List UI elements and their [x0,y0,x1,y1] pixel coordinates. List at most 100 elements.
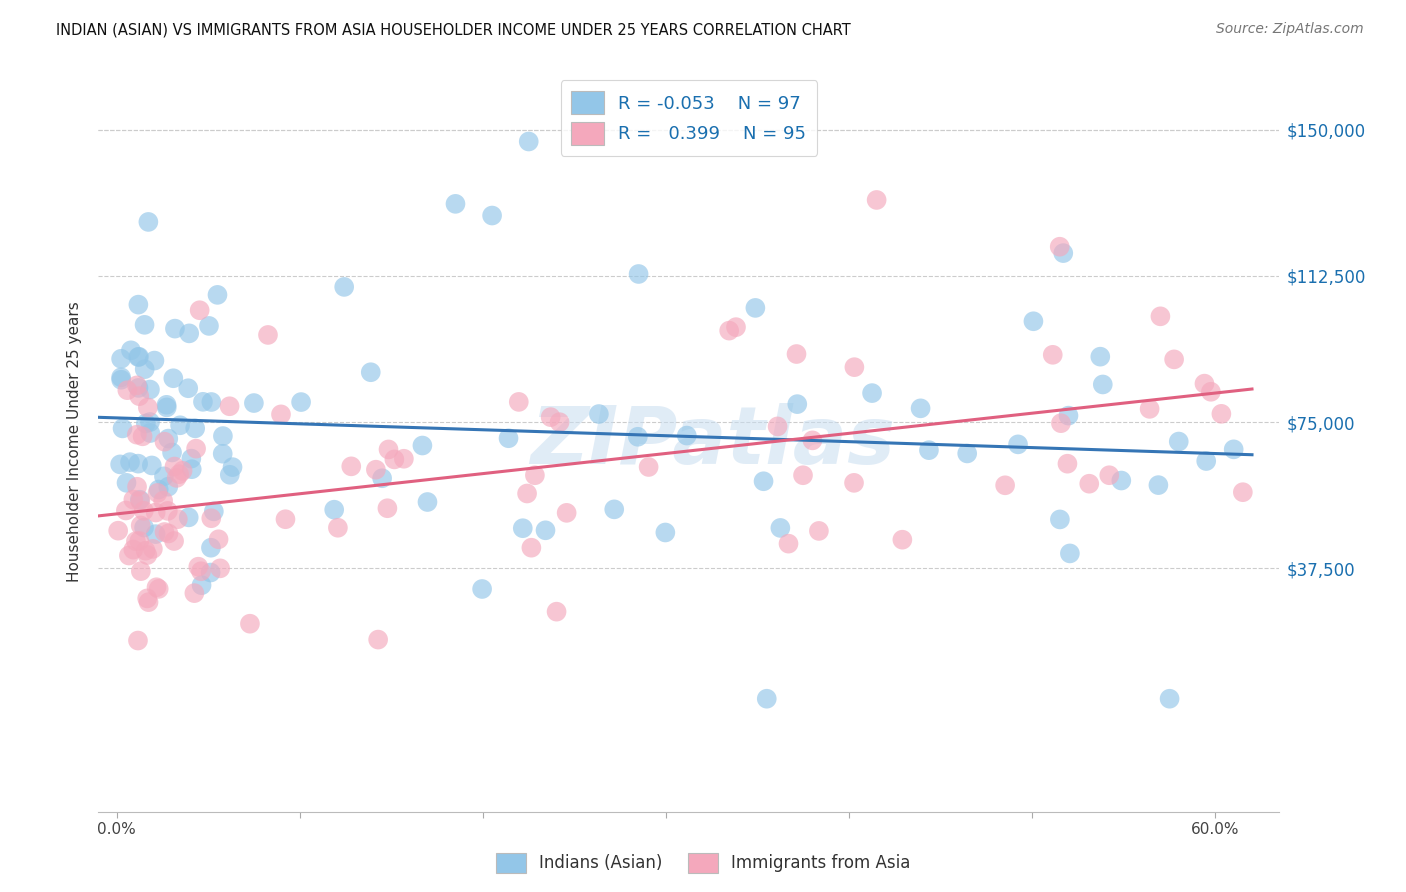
Point [110,351,132,366]
Text: Source: ZipAtlas.com: Source: ZipAtlas.com [1216,22,1364,37]
Point [148,483,170,497]
Point [136,591,159,606]
Point [136,401,159,415]
Point [200,511,222,525]
Point [209,561,232,575]
Point [1111,474,1133,488]
Point [118,549,141,563]
Point [191,394,214,409]
Point [180,462,202,476]
Point [891,533,914,547]
Point [138,595,160,609]
Point [218,399,240,413]
Point [163,321,186,335]
Point [122,542,145,557]
Point [146,486,169,500]
Point [508,395,530,409]
Point [1149,310,1171,324]
Point [956,446,979,460]
Point [270,408,292,422]
Point [1139,401,1161,416]
Point [1091,377,1114,392]
Point [129,518,152,533]
Point [534,523,557,537]
Point [1211,407,1233,421]
Point [125,378,148,392]
Point [1163,352,1185,367]
Point [129,564,152,578]
Point [1222,442,1244,457]
Point [371,471,394,485]
Point [801,434,824,448]
Point [131,429,153,443]
Point [117,383,139,397]
Point [1022,314,1045,328]
Point [212,429,235,443]
Point [188,303,211,318]
Point [239,616,262,631]
Point [128,492,150,507]
Point [110,373,132,387]
Point [157,480,180,494]
Point [1057,409,1080,423]
Point [162,371,184,385]
Point [134,362,156,376]
Point [200,395,222,409]
Point [153,469,176,483]
Point [1090,350,1112,364]
Point [540,410,562,425]
Point [211,447,233,461]
Point [333,280,356,294]
Point [157,526,180,541]
Point [555,506,578,520]
Point [153,434,176,449]
Point [918,443,941,458]
Point [752,475,775,489]
Point [127,457,149,471]
Point [1050,416,1073,430]
Point [138,215,160,229]
Point [1195,454,1218,468]
Point [128,533,150,548]
Point [142,541,165,556]
Point [627,267,650,281]
Point [202,504,225,518]
Point [115,475,138,490]
Point [1052,246,1074,260]
Point [111,421,134,435]
Point [444,197,467,211]
Point [160,445,183,459]
Point [184,442,207,456]
Point [326,521,349,535]
Point [481,209,503,223]
Point [125,480,148,494]
Point [1007,437,1029,451]
Point [127,633,149,648]
Point [187,559,209,574]
Point [128,350,150,364]
Point [221,460,243,475]
Point [145,527,167,541]
Point [153,524,176,539]
Point [498,431,520,445]
Point [145,580,167,594]
Point [107,524,129,538]
Point [724,320,747,334]
Text: ZIPatlas: ZIPatlas [530,402,896,481]
Point [163,534,186,549]
Point [588,407,610,421]
Point [198,318,221,333]
Point [132,504,155,518]
Point [520,541,543,555]
Point [167,467,190,482]
Point [637,460,659,475]
Point [842,475,865,490]
Legend: R = -0.053    N = 97, R =   0.399    N = 95: R = -0.053 N = 97, R = 0.399 N = 95 [561,80,817,156]
Point [323,502,346,516]
Point [156,401,179,415]
Point [416,495,439,509]
Point [910,401,932,416]
Point [145,506,167,520]
Point [141,458,163,473]
Point [860,386,883,401]
